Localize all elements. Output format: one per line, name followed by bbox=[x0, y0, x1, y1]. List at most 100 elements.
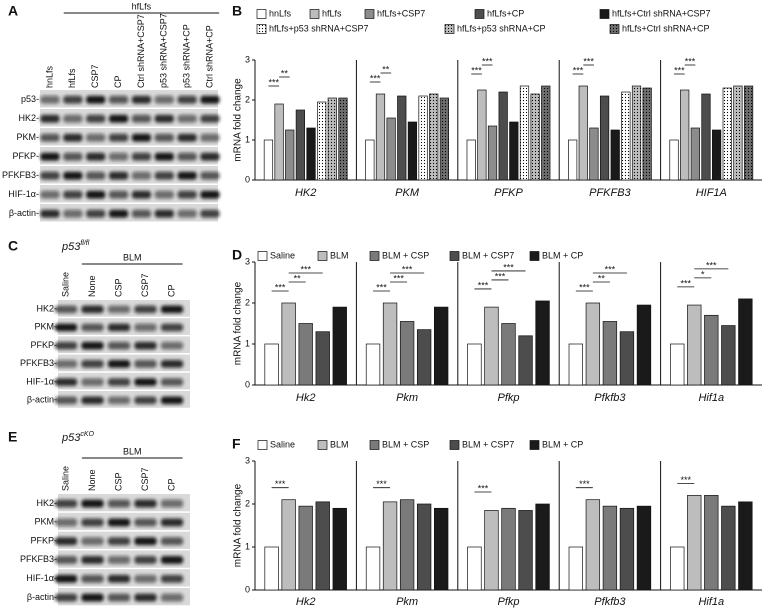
legend-swatch bbox=[599, 9, 610, 19]
blot-strip bbox=[40, 90, 218, 108]
blot-strip bbox=[40, 109, 218, 127]
blot-band bbox=[200, 152, 220, 161]
blot-band bbox=[134, 537, 157, 546]
bar bbox=[687, 495, 702, 591]
category-label: Hk2 bbox=[296, 596, 316, 608]
significance-label: *** bbox=[680, 475, 691, 485]
significance-label: *** bbox=[376, 282, 387, 292]
bar bbox=[519, 85, 530, 181]
bar bbox=[498, 91, 508, 181]
row-label: PFKP- bbox=[30, 340, 57, 350]
blot-band bbox=[134, 360, 157, 368]
bar bbox=[621, 91, 631, 181]
row-label: PKM- bbox=[35, 517, 58, 527]
y-axis-label: mRNA fold change bbox=[233, 78, 244, 162]
blot-band bbox=[160, 360, 184, 368]
blot-band bbox=[200, 95, 220, 104]
blot-strip bbox=[40, 185, 218, 203]
y-tick-label: 3 bbox=[245, 455, 250, 465]
bar bbox=[670, 546, 685, 591]
blot-band bbox=[177, 190, 197, 199]
y-tick-label: 3 bbox=[245, 256, 250, 266]
blot-band bbox=[63, 209, 83, 218]
blot-band bbox=[54, 593, 78, 602]
row-label: PFKFB3- bbox=[20, 554, 57, 564]
blot-band bbox=[54, 323, 78, 332]
blot-band bbox=[54, 537, 78, 546]
legend-label: hfLfs+p53 shRNA+CSP7 bbox=[269, 23, 369, 33]
row-label: HIF-1α- bbox=[26, 573, 57, 583]
lane-label: CSP bbox=[113, 278, 123, 297]
bar bbox=[332, 306, 347, 386]
category-label: Hif1a bbox=[698, 392, 724, 404]
significance-label: *** bbox=[503, 262, 514, 272]
blot-band bbox=[177, 95, 197, 104]
bar bbox=[327, 97, 337, 181]
row-label: PFKP- bbox=[30, 535, 57, 545]
blot-band bbox=[86, 133, 106, 142]
blot-band bbox=[81, 323, 104, 332]
blot-band bbox=[54, 499, 78, 508]
lane-label: Ctrl shRNA+CSP7 bbox=[136, 14, 146, 88]
bar bbox=[285, 129, 295, 181]
blot-band bbox=[131, 152, 152, 161]
blot-band bbox=[81, 574, 104, 583]
significance-label: *** bbox=[275, 282, 286, 292]
legend-swatch bbox=[369, 251, 380, 261]
category-label: Pfkp bbox=[497, 392, 519, 404]
blot-band bbox=[40, 114, 60, 123]
significance-label: ** bbox=[281, 68, 289, 78]
bar bbox=[306, 127, 316, 181]
blot-band bbox=[54, 396, 78, 405]
bar bbox=[721, 505, 736, 591]
genotype: p53fl/fl bbox=[61, 240, 90, 253]
y-tick-label: 2 bbox=[245, 297, 250, 307]
y-tick-label: 2 bbox=[245, 94, 250, 104]
blot-band bbox=[177, 152, 197, 161]
blot-header: BLM bbox=[123, 446, 142, 456]
y-tick-label: 1 bbox=[245, 541, 250, 551]
bar bbox=[518, 335, 533, 386]
blot-band bbox=[107, 537, 131, 546]
panel-letter: B bbox=[232, 3, 242, 19]
bar bbox=[669, 139, 679, 181]
row-label: HK2- bbox=[36, 303, 57, 313]
bar bbox=[733, 85, 743, 181]
bar bbox=[670, 343, 685, 386]
y-tick-label: 3 bbox=[245, 54, 250, 64]
blot-band bbox=[131, 171, 152, 180]
panel-letter: A bbox=[8, 3, 18, 19]
legend-swatch bbox=[317, 251, 328, 261]
bar bbox=[317, 101, 327, 181]
bar bbox=[264, 343, 279, 386]
blot-band bbox=[131, 95, 152, 104]
blot-band bbox=[63, 133, 83, 142]
blot-band bbox=[81, 556, 104, 564]
legend-swatch bbox=[529, 440, 540, 450]
blot-band bbox=[177, 209, 197, 218]
bar bbox=[704, 495, 719, 591]
legend-swatch bbox=[256, 24, 267, 34]
bar bbox=[382, 302, 398, 386]
category-label: Hif1a bbox=[698, 596, 724, 608]
bar bbox=[382, 501, 398, 591]
genotype: p53cKO bbox=[61, 431, 95, 444]
bar bbox=[636, 304, 652, 386]
significance-label: *** bbox=[495, 271, 506, 281]
blot-band bbox=[200, 114, 220, 123]
significance-label: *** bbox=[275, 479, 286, 489]
bar bbox=[589, 127, 599, 181]
significance-label: ** bbox=[598, 273, 606, 283]
bar bbox=[636, 505, 652, 591]
blot-band bbox=[160, 537, 184, 546]
significance-label: *** bbox=[605, 264, 616, 274]
y-tick-label: 1 bbox=[245, 338, 250, 348]
bar bbox=[530, 93, 540, 181]
genotype-gene: p53 bbox=[61, 432, 81, 444]
bar bbox=[568, 343, 583, 386]
legend-label: BLM + CSP7 bbox=[462, 250, 514, 260]
bar bbox=[407, 121, 418, 181]
blot-band bbox=[54, 518, 78, 527]
